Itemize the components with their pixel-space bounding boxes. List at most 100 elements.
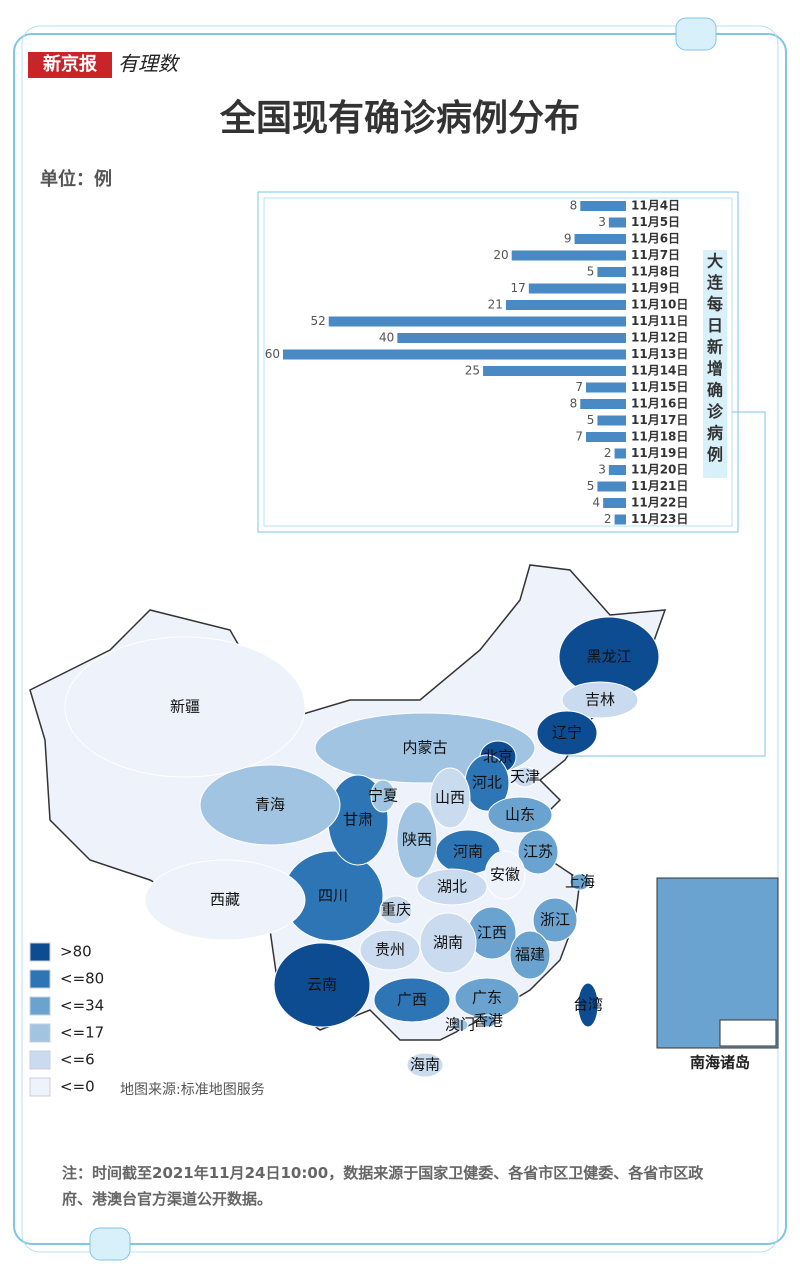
- chart-title-char: 日: [707, 316, 723, 335]
- chart-title-bg: [703, 250, 727, 478]
- legend-label: <=0: [60, 1078, 95, 1096]
- province-label: 内蒙古: [402, 739, 447, 757]
- value-label: 25: [465, 364, 480, 378]
- value-label: 5: [587, 413, 595, 427]
- province-region: [487, 796, 553, 834]
- bar: [608, 465, 626, 475]
- category-label: 11月8日: [631, 265, 680, 279]
- province-region: [484, 850, 526, 900]
- logo-box: [28, 52, 112, 78]
- category-label: 11月10日: [631, 298, 688, 312]
- logo: 新京报: [43, 53, 97, 74]
- decoration: [675, 17, 717, 51]
- province-label: 河南: [453, 843, 483, 861]
- province-label: 黑龙江: [586, 648, 631, 666]
- bar: [603, 498, 626, 508]
- value-label: 7: [575, 380, 583, 394]
- category-label: 11月11日: [631, 314, 688, 328]
- bar: [580, 399, 626, 409]
- bar: [580, 201, 626, 211]
- category-label: 11月19日: [631, 446, 688, 460]
- title: 全国现有确诊病例分布: [219, 97, 580, 139]
- province-label: 宁夏: [368, 787, 398, 805]
- province-label: 湖北: [437, 878, 467, 896]
- chart-title-char: 连: [707, 273, 724, 292]
- province-label: 贵州: [375, 941, 405, 959]
- province-label: 湖南: [433, 934, 463, 952]
- bar: [585, 382, 626, 393]
- province-region: [396, 801, 438, 879]
- value-label: 3: [598, 215, 606, 229]
- chart-title-char: 病: [707, 424, 723, 443]
- legend-label: >80: [60, 943, 92, 961]
- bar: [328, 316, 626, 327]
- category-label: 11月9日: [631, 281, 680, 295]
- legend-swatch: [29, 996, 51, 1016]
- value-label: 5: [587, 479, 595, 493]
- legend-swatch: [29, 1050, 51, 1070]
- legend-label: <=17: [60, 1024, 104, 1042]
- province-label: 浙江: [540, 911, 570, 929]
- chart-title-char: 确: [707, 381, 723, 400]
- chart-title-char: 例: [707, 445, 723, 464]
- province-label: 重庆: [381, 901, 411, 919]
- province-label: 辽宁: [552, 724, 582, 742]
- province-label: 台湾: [573, 996, 603, 1014]
- value-label: 20: [493, 248, 508, 262]
- value-label: 8: [570, 199, 578, 213]
- province-region: [406, 1052, 444, 1078]
- province-label: 西藏: [210, 891, 240, 909]
- province-region: [273, 942, 371, 1028]
- province-label: 广西: [397, 991, 427, 1009]
- province-region: [577, 982, 599, 1028]
- province-region: [517, 829, 559, 875]
- bar: [574, 234, 626, 244]
- chart-title-char: 大: [707, 252, 723, 271]
- bar: [614, 514, 626, 525]
- chart-title-char: 每: [707, 295, 723, 314]
- chart-box-inner: [263, 197, 733, 527]
- province-label: 河北: [472, 774, 502, 792]
- bar: [597, 415, 626, 426]
- unit: 单位：例: [40, 168, 112, 190]
- value-label: 17: [511, 281, 526, 295]
- category-label: 11月23日: [631, 512, 688, 526]
- province-label: 上海: [565, 873, 595, 891]
- category-label: 11月14日: [631, 364, 688, 378]
- province-label: 安徽: [490, 866, 520, 884]
- category-label: 11月16日: [631, 397, 688, 411]
- province-region: [561, 681, 639, 719]
- province-label: 北京: [483, 748, 513, 766]
- category-label: 11月20日: [631, 463, 688, 477]
- province-label: 新疆: [170, 698, 200, 716]
- bar: [505, 300, 626, 310]
- province-label: 山东: [505, 806, 535, 824]
- bar: [597, 267, 626, 277]
- bar: [614, 448, 626, 459]
- inset-label: 南海诸岛: [690, 1054, 750, 1072]
- province-label: 四川: [318, 887, 348, 905]
- legend-label: <=6: [60, 1051, 95, 1069]
- value-label: 2: [604, 512, 612, 526]
- province-region: [379, 895, 413, 925]
- inset-key: [719, 1019, 777, 1047]
- province-label: 广东: [472, 989, 502, 1007]
- province-label: 吉林: [585, 691, 615, 709]
- province-label: 福建: [515, 946, 545, 964]
- chart-title-char: 增: [707, 359, 723, 378]
- province-label: 甘肃: [343, 811, 373, 829]
- frame-inner: [21, 25, 779, 1253]
- province-region: [509, 930, 551, 980]
- province-region: [451, 1018, 469, 1032]
- bar: [483, 366, 626, 376]
- province-region: [536, 710, 598, 756]
- category-label: 11月17日: [631, 413, 688, 427]
- province-label: 海南: [410, 1056, 440, 1074]
- value-label: 4: [592, 496, 600, 510]
- value-label: 5: [587, 265, 595, 279]
- logo-2: 有理数: [118, 54, 181, 76]
- chart-box: [257, 191, 739, 533]
- province-region: [532, 897, 578, 943]
- chart-title-char: 诊: [707, 402, 724, 421]
- bar: [528, 283, 626, 294]
